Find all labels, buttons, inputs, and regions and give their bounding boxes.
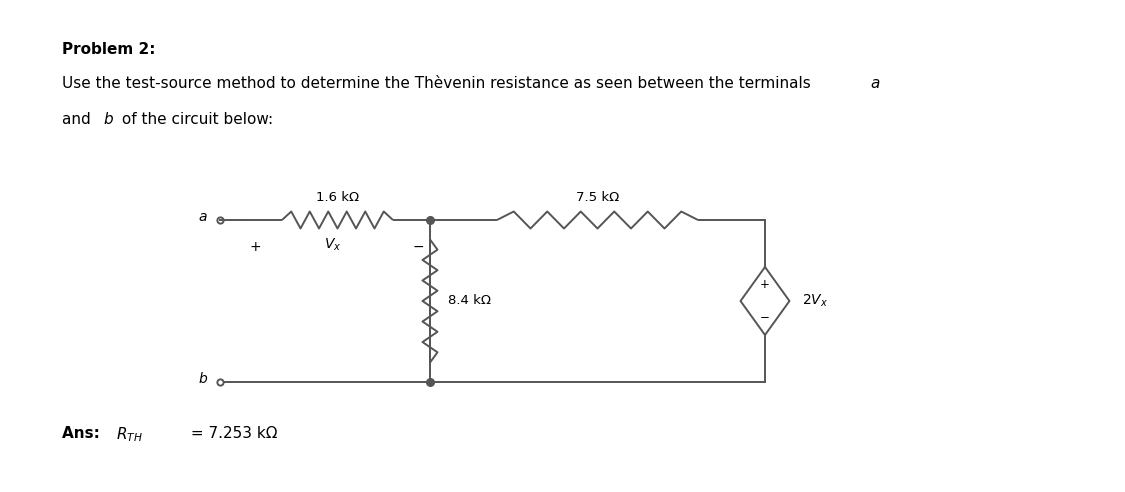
Text: Use the test-source method to determine the Thèvenin resistance as seen between : Use the test-source method to determine …	[62, 76, 816, 91]
Text: $2V_x$: $2V_x$	[802, 293, 829, 309]
Text: −: −	[760, 311, 770, 324]
Text: of the circuit below:: of the circuit below:	[117, 112, 273, 126]
Text: $V_x$: $V_x$	[324, 237, 341, 253]
Text: 7.5 kΩ: 7.5 kΩ	[576, 191, 619, 204]
Text: and: and	[62, 112, 96, 126]
Text: +: +	[250, 240, 261, 254]
Text: a: a	[198, 210, 207, 224]
Text: $R_{TH}$: $R_{TH}$	[116, 426, 143, 444]
Text: +: +	[760, 278, 770, 291]
Text: 8.4 kΩ: 8.4 kΩ	[448, 295, 490, 308]
Text: b: b	[198, 372, 207, 386]
Text: Ans:: Ans:	[62, 426, 105, 440]
Text: −: −	[412, 240, 424, 254]
Text: 1.6 kΩ: 1.6 kΩ	[316, 191, 359, 204]
Text: = 7.253 kΩ: = 7.253 kΩ	[186, 426, 277, 440]
Text: Problem 2:: Problem 2:	[62, 42, 155, 57]
Text: a: a	[871, 76, 880, 91]
Text: b: b	[104, 112, 114, 126]
